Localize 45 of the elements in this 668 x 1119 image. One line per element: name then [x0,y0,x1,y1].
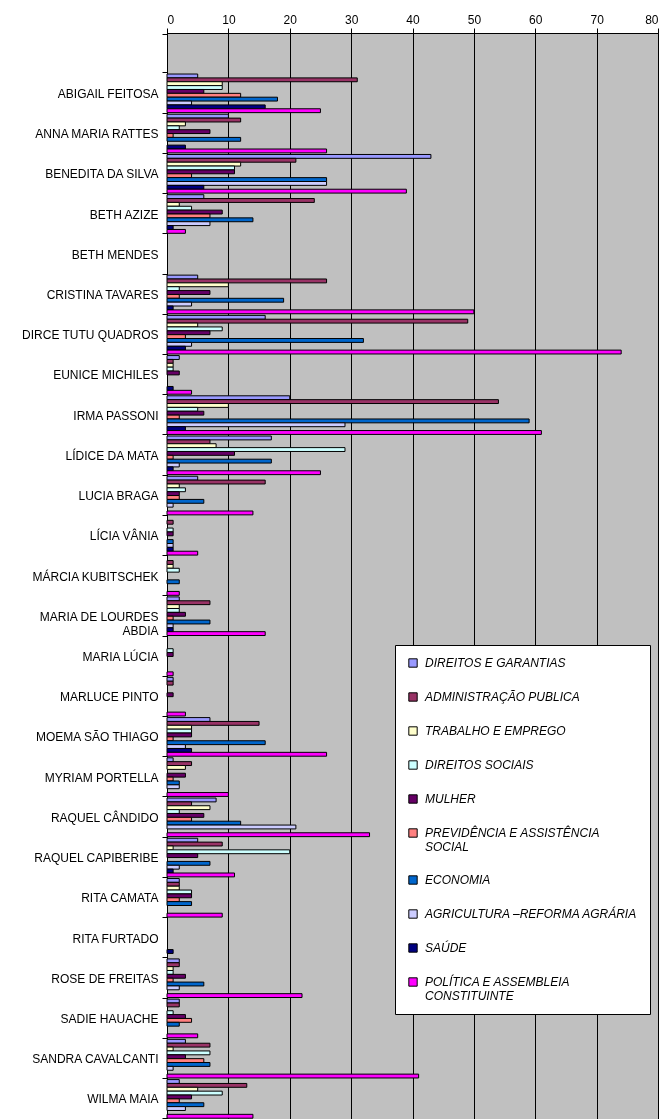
y-tick-label: BETH AZIZE [89,207,159,222]
y-tick-label: EUNICE MICHILES [53,368,159,383]
legend-label: TRABALHO E EMPREGO [425,724,566,738]
y-tick-label: ROSE DE FREITAS [51,971,159,986]
x-tick-label: 50 [467,12,482,27]
y-tick-label: ABIGAIL FEITOSA [57,86,159,101]
x-tick-label: 30 [344,12,359,27]
legend-label: PREVIDÊNCIA E ASSISTÊNCIA SOCIAL [425,825,600,854]
x-tick-label: 0 [167,12,175,27]
legend-label: POLÍTICA E ASSEMBLEIA CONSTITUINTE [425,974,570,1003]
y-tick-label: RITA FURTADO [72,931,159,946]
x-tick-label: 60 [529,12,543,27]
x-tick-label: 70 [590,12,605,27]
y-tick-label: SANDRA CAVALCANTI [32,1052,159,1067]
y-tick-label: CRISTINA TAVARES [46,287,159,302]
legend-label: DIREITOS E GARANTIAS [425,656,566,670]
y-tick-label: RAQUEL CÂNDIDO [50,809,159,825]
y-tick-label: LUCIA BRAGA [78,489,159,504]
legend-label: MULHER [425,792,477,806]
y-tick-label: BENEDITA DA SILVA [45,167,159,182]
y-tick-label: LÍCIA VÂNIA [89,528,159,544]
y-tick-label: RAQUEL CAPIBERIBE [34,851,159,866]
y-tick-label: DIRCE TUTU QUADROS [22,328,159,343]
y-tick-label: MOEMA SÃO THIAGO [36,730,159,745]
legend-label: ECONOMIA [425,873,491,887]
legend-label: DIREITOS SOCIAIS [425,758,534,772]
y-tick-label: WILMA MAIA [87,1092,159,1107]
x-tick-label: 20 [283,12,298,27]
y-tick-label: IRMA PASSONI [73,408,159,423]
y-tick-label: MYRIAM PORTELLA [44,770,159,785]
y-tick-label: ANNA MARIA RATTES [35,127,159,142]
x-tick-label: 80 [645,12,659,27]
x-tick-label: 10 [222,12,236,27]
y-tick-label: RITA CAMATA [81,891,159,906]
y-tick-label: MÁRCIA KUBITSCHEK [32,568,159,584]
x-tick-label: 40 [406,12,420,27]
y-tick-label: SADIE HAUACHE [60,1011,159,1026]
y-tick-label: MARIA DE LOURDES ABDIA [39,609,159,638]
legend-label: SAÚDE [425,940,468,955]
y-tick-label: MARIA LÚCIA [82,648,159,664]
y-tick-label: LÍDICE DA MATA [65,447,159,463]
y-tick-label: BETH MENDES [71,247,159,262]
legend-label: AGRICULTURA –REFORMA AGRÁRIA [424,906,637,921]
legend-label: ADMINISTRAÇÃO PUBLICA [424,690,580,704]
y-tick-label: MARLUCE PINTO [60,690,159,705]
